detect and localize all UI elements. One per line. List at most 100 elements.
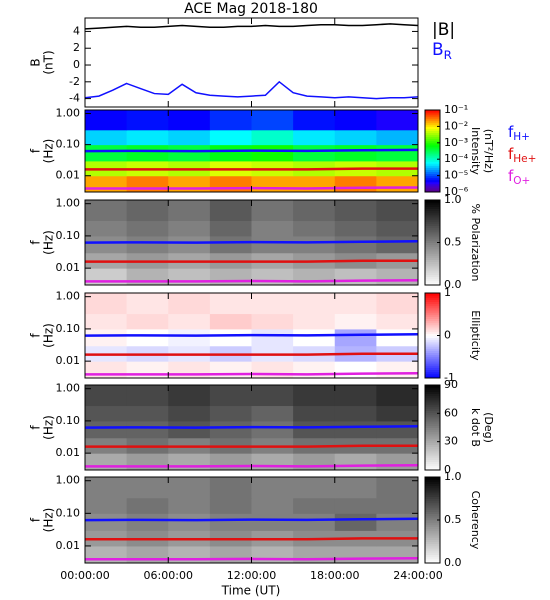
heat-cell (334, 268, 377, 286)
legend-entry: fH+ (508, 123, 530, 144)
colorbar-segment (425, 487, 440, 491)
colorbar-segment (425, 375, 440, 379)
colorbar-segment (425, 530, 440, 534)
heat-cell (293, 200, 336, 222)
colorbar-tick-label: 1.0 (444, 470, 462, 483)
heat-cell (251, 200, 294, 222)
colorbar-segment (425, 274, 440, 277)
gyrofrequency-line (85, 167, 418, 171)
colorbar-segment (425, 365, 440, 368)
gyrofrequency-line (84, 333, 419, 337)
heat-cell (376, 110, 419, 131)
legend-entry: fHe+ (508, 145, 536, 166)
colorbar-segment (425, 173, 440, 177)
colorbar-segment (425, 316, 440, 319)
heat-cell (85, 175, 128, 193)
heat-cell (334, 545, 377, 564)
heat-cell (126, 110, 169, 131)
gyrofrequency-line (84, 517, 419, 522)
colorbar-segment (425, 293, 440, 296)
colorbar-segment (425, 444, 440, 448)
colorbar-segment (425, 183, 440, 187)
colorbar-tick-label: 10⁻³ (444, 136, 468, 149)
heat-cell (376, 268, 419, 286)
legend-entry-subscript: R (444, 48, 452, 62)
colorbar-segment (425, 261, 440, 265)
legend-entry: |B| (432, 20, 455, 40)
heat-cell (251, 405, 294, 422)
colorbar-segment (425, 496, 440, 499)
heat-cell (168, 513, 211, 531)
heat-cell (209, 235, 252, 254)
heat-cell (85, 420, 128, 439)
colorbar-segment (425, 489, 440, 493)
colorbar-segment (425, 402, 440, 405)
colorbar-segment (425, 408, 440, 411)
x-axis-label: Time (UT) (221, 584, 281, 598)
colorbar-segment (425, 282, 440, 286)
colorbar-segment (425, 112, 440, 115)
colorbar-segment (425, 126, 440, 129)
heat-cell (293, 453, 336, 471)
heat-cell (126, 293, 169, 315)
heat-cell (209, 328, 252, 347)
colorbar-segment (425, 151, 440, 154)
heat-cell (168, 497, 211, 514)
heat-cell (376, 175, 419, 193)
heat-cell (376, 477, 419, 499)
colorbar-segment (425, 429, 440, 433)
heat-cell (334, 385, 377, 407)
gyrofrequency-line (84, 425, 419, 429)
colorbar-tick-label: 10⁻² (444, 119, 468, 132)
colorbar-segment (425, 238, 440, 241)
colorbar-segment (425, 219, 440, 222)
heat-cell (293, 144, 336, 162)
colorbar-segment (425, 181, 440, 185)
y-axis-label: (Hz) (42, 139, 56, 164)
heat-cell (376, 328, 419, 347)
plot-frame (84, 109, 419, 193)
colorbar-segment (425, 128, 440, 131)
y-axis-label: f (29, 517, 43, 522)
colorbar-segment (425, 327, 440, 330)
heat-cell (209, 110, 252, 131)
series-line (84, 23, 419, 30)
heat-cell (126, 545, 169, 564)
colorbar-segment (425, 257, 440, 260)
heat-cell (209, 513, 252, 531)
colorbar-segment (425, 361, 440, 364)
heat-cell (293, 405, 336, 422)
colorbar-segment (425, 130, 440, 134)
heat-cell (334, 497, 377, 514)
colorbar-segment (425, 425, 440, 428)
colorbar-segment (425, 404, 440, 407)
heat-cell (126, 453, 169, 471)
heat-cell (293, 477, 336, 499)
heat-cell (209, 200, 252, 222)
heat-cell (85, 477, 128, 499)
legend-entry: fO+ (508, 167, 530, 188)
colorbar-segment (425, 305, 440, 309)
colorbar-segment (425, 263, 440, 267)
heat-cell (251, 175, 294, 193)
heat-cell (168, 200, 211, 222)
colorbar-segment (425, 297, 440, 300)
colorbar-segment (425, 307, 440, 311)
heat-cell (168, 420, 211, 439)
colorbar-segment (425, 387, 440, 390)
heat-cell (376, 313, 419, 330)
colorbar-segment (425, 524, 440, 527)
colorbar-segment (425, 492, 440, 495)
colorbar-label: % Polarization (469, 204, 482, 282)
heat-cell (209, 144, 252, 162)
colorbar-segment (425, 356, 440, 360)
colorbar-segment (425, 217, 440, 220)
colorbar-segment (425, 483, 440, 487)
colorbar-segment (425, 507, 440, 510)
colorbar-segment (425, 339, 440, 343)
x-tick-label: 12:00:00 (227, 569, 276, 582)
colorbar-label: Coherency (469, 491, 482, 550)
heat-cell (376, 200, 419, 222)
heat-cell (85, 361, 128, 379)
heat-cell (251, 385, 294, 407)
